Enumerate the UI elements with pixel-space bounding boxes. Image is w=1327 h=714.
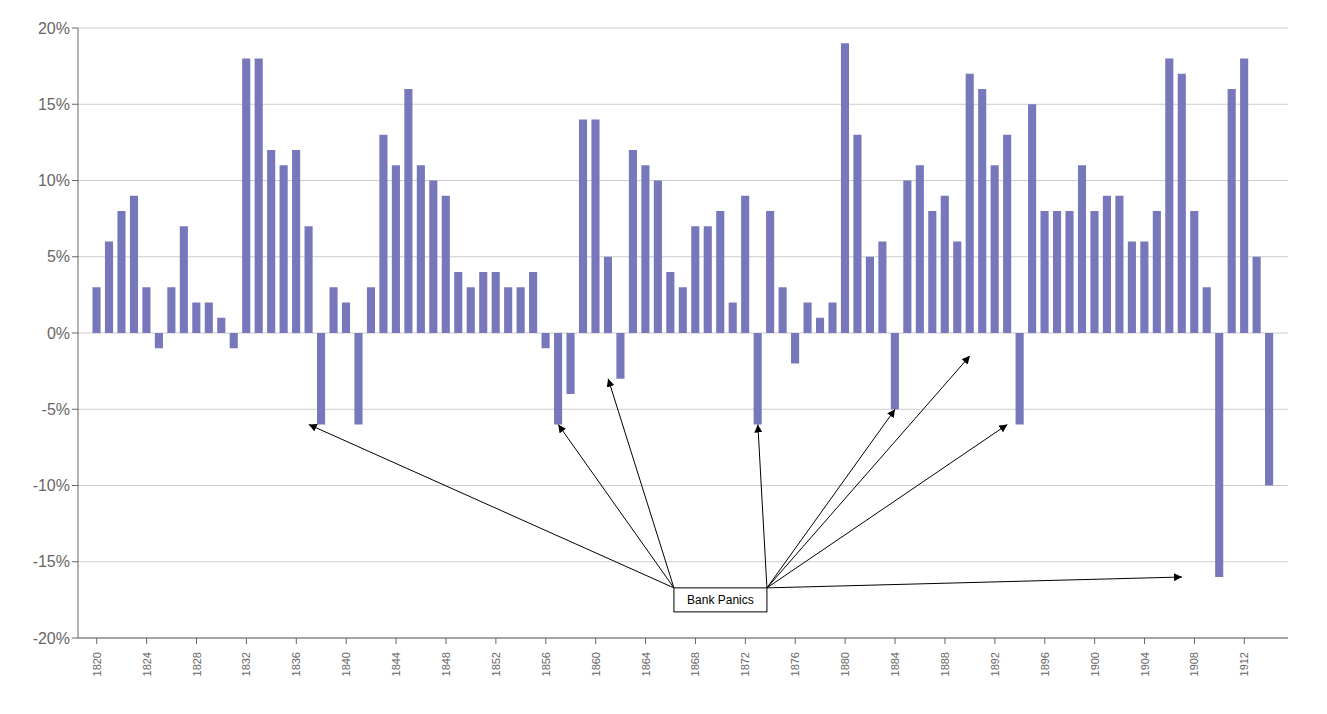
- svg-text:10%: 10%: [38, 172, 70, 189]
- svg-text:1884: 1884: [889, 652, 901, 676]
- svg-text:1892: 1892: [989, 652, 1001, 676]
- svg-text:1836: 1836: [290, 652, 302, 676]
- svg-text:1864: 1864: [640, 652, 652, 676]
- svg-text:1876: 1876: [789, 652, 801, 676]
- svg-text:15%: 15%: [38, 96, 70, 113]
- svg-text:-15%: -15%: [33, 553, 70, 570]
- svg-text:1896: 1896: [1039, 652, 1051, 676]
- svg-text:1904: 1904: [1139, 652, 1151, 676]
- svg-text:1900: 1900: [1089, 652, 1101, 676]
- svg-text:1860: 1860: [590, 652, 602, 676]
- svg-text:1824: 1824: [141, 652, 153, 676]
- svg-text:1880: 1880: [839, 652, 851, 676]
- svg-text:1856: 1856: [540, 652, 552, 676]
- svg-text:1844: 1844: [390, 652, 402, 676]
- svg-text:1852: 1852: [490, 652, 502, 676]
- svg-text:1872: 1872: [739, 652, 751, 676]
- svg-text:1888: 1888: [939, 652, 951, 676]
- svg-text:-5%: -5%: [42, 401, 70, 418]
- svg-text:1912: 1912: [1238, 652, 1250, 676]
- svg-text:Bank Panics: Bank Panics: [687, 593, 754, 607]
- svg-text:0%: 0%: [47, 325, 70, 342]
- svg-text:1832: 1832: [240, 652, 252, 676]
- svg-text:1848: 1848: [440, 652, 452, 676]
- svg-text:1908: 1908: [1188, 652, 1200, 676]
- svg-text:1828: 1828: [191, 652, 203, 676]
- svg-text:5%: 5%: [47, 248, 70, 265]
- svg-text:-10%: -10%: [33, 477, 70, 494]
- svg-text:1868: 1868: [689, 652, 701, 676]
- svg-text:20%: 20%: [38, 20, 70, 37]
- svg-text:1840: 1840: [340, 652, 352, 676]
- svg-text:1820: 1820: [91, 652, 103, 676]
- svg-text:-20%: -20%: [33, 630, 70, 647]
